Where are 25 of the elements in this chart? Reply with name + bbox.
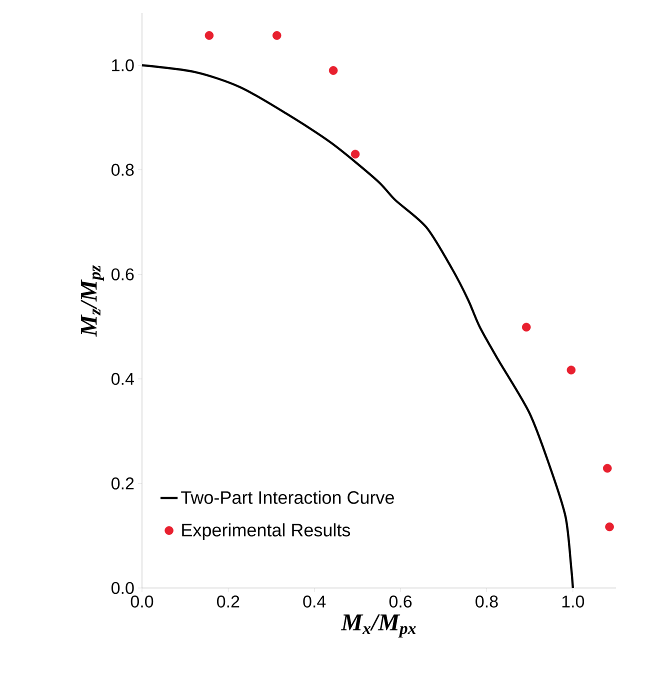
x-tick-label: 0.0: [130, 596, 154, 608]
x-tick-label: 0.8: [476, 596, 498, 608]
x-axis-title: M$_{x}$/M$_{px}$: [340, 614, 416, 638]
x-tick-label: 1.0: [562, 596, 584, 608]
y-axis-title: M$_{z}$/M$_{pz}$: [80, 265, 104, 337]
line-series: [140, 64, 574, 590]
legend-label: Two-Part Interaction Curve: [181, 490, 394, 504]
y-tick-label: 0.0: [111, 582, 134, 594]
point: [566, 366, 576, 374]
y-tick-label: 0.4: [111, 372, 134, 385]
point: [522, 322, 531, 332]
x-tick-label: 0.6: [389, 596, 412, 608]
y-tick-label: 1.0: [112, 59, 134, 72]
point: [328, 66, 338, 75]
legend-label: Experimental Results: [182, 523, 350, 540]
point: [605, 522, 614, 532]
point: [204, 31, 214, 40]
point: [602, 464, 612, 473]
y-tick-label: 0.2: [111, 477, 134, 490]
y-tick-label: 0.6: [111, 268, 134, 280]
x-tick-label: 0.2: [217, 596, 240, 608]
x-tick-label: 0.4: [303, 596, 326, 608]
point: [350, 150, 360, 159]
point: [272, 31, 282, 40]
y-tick-label: 0.8: [111, 164, 134, 176]
